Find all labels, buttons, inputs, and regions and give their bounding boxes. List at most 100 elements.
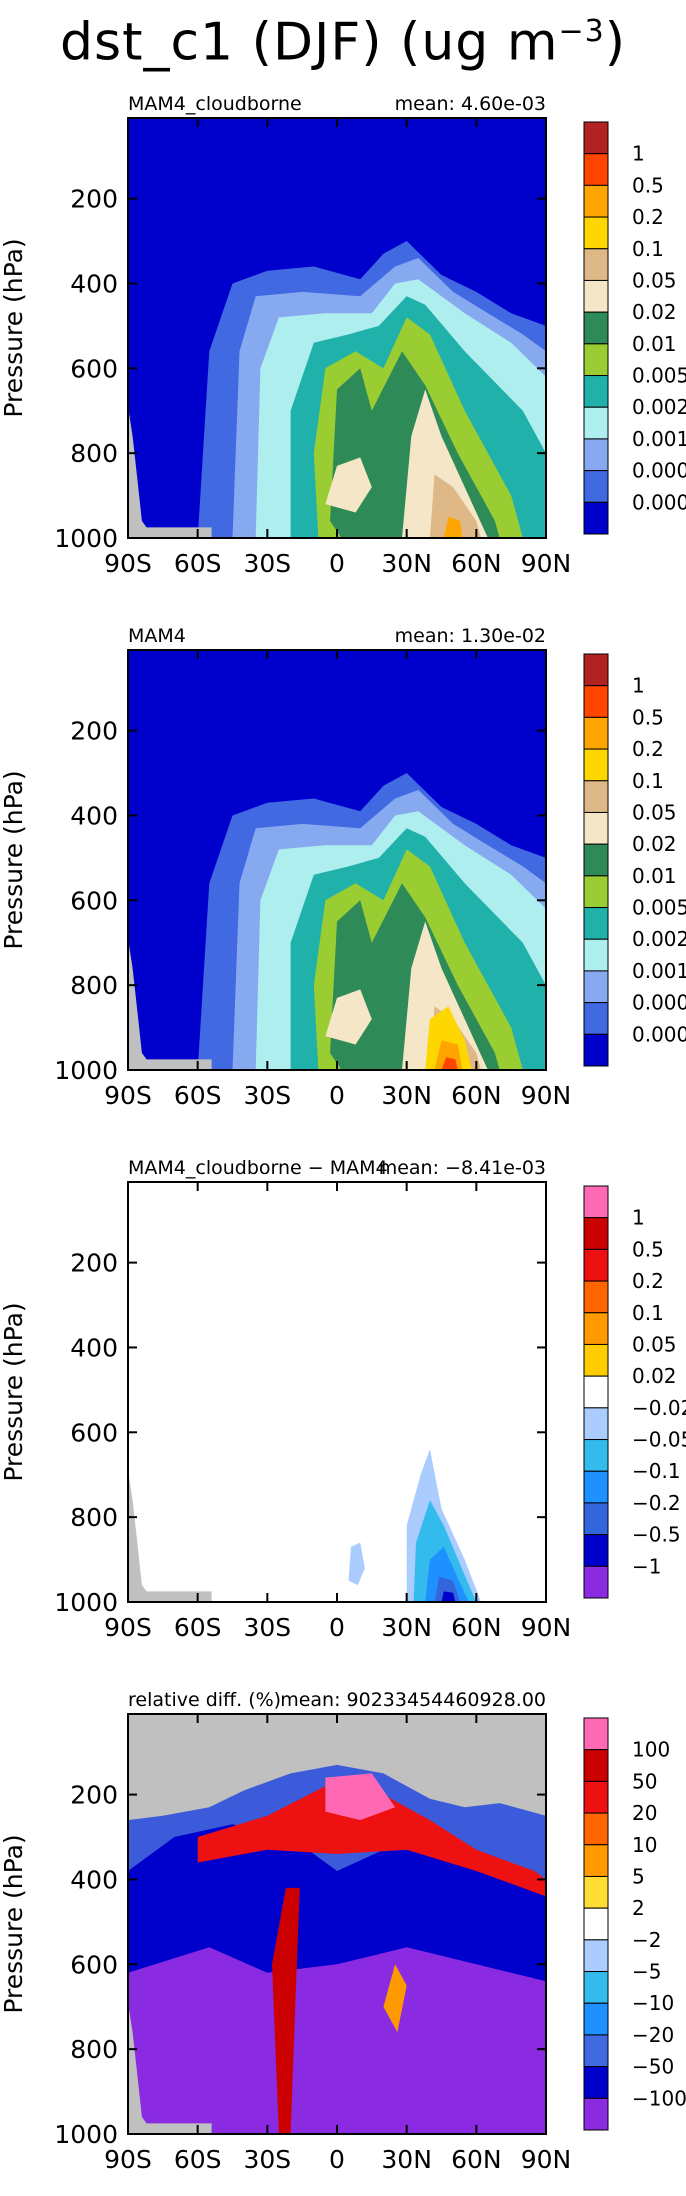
plot-area	[128, 118, 546, 538]
colorbar-label: 0.0002	[632, 1022, 686, 1046]
panel-title: relative diff. (%)	[128, 1689, 281, 1711]
plot-area	[128, 1182, 546, 1602]
colorbar-label: 0.002	[632, 395, 686, 419]
x-tick-label: 90S	[104, 549, 152, 578]
contour-0.05-b	[402, 921, 488, 1070]
colorbar-swatch	[583, 653, 609, 687]
x-tick-label: 90N	[521, 1081, 572, 1110]
panel-title: MAM4_cloudborne	[128, 93, 302, 115]
contour-1	[441, 1057, 458, 1070]
chart-svg-0: MAM4_cloudborne mean: 4.60e-03 200 400 600 80…	[0, 93, 686, 578]
mean-label: mean: 1.30e-02	[395, 625, 546, 647]
colorbar-swatch	[583, 2066, 609, 2099]
panel-title: MAM4_cloudborne − MAM4	[128, 1157, 388, 1179]
colorbar-label: 0.1	[632, 237, 664, 261]
terrain-mask	[128, 406, 212, 538]
colorbar-swatch	[583, 375, 609, 408]
colorbar-swatch	[583, 343, 609, 377]
colorbar-swatch	[583, 1780, 609, 1814]
colorbar-swatch	[583, 1185, 609, 1219]
colorbar-label: −1	[632, 1554, 661, 1578]
colorbar-swatch	[583, 1217, 609, 1250]
colorbar-label: 0.5	[632, 1237, 664, 1261]
colorbar-swatch	[583, 970, 609, 1004]
colorbar-label: 0.1	[632, 769, 664, 793]
y-axis-label: Pressure (hPa)	[0, 1834, 28, 2013]
rel-pos20	[197, 1786, 546, 1897]
panel-mam4: MAM4 mean: 1.30e-02 200 400 600 800 1000 90S 60S…	[0, 612, 686, 1132]
colorbar-label: 0.5	[632, 173, 664, 197]
colorbar-swatch	[583, 2097, 609, 2131]
colorbar-label: 0.0005	[632, 459, 686, 483]
colorbar-swatch	[583, 2002, 609, 2036]
colorbar-swatch	[583, 311, 609, 345]
colorbar-label: 0.002	[632, 927, 686, 951]
mean-label: mean: −8.41e-03	[379, 1157, 546, 1179]
colorbar-label: 0.02	[632, 1364, 677, 1388]
terrain-mask	[128, 938, 212, 1070]
colorbar-label: 0.001	[632, 427, 686, 451]
colorbar-swatch	[583, 1534, 609, 1567]
colorbar-swatch	[583, 438, 609, 472]
panel-relative-diff: relative diff. (%) mean: 90233454460928.0…	[0, 1676, 686, 2196]
colorbar-swatch	[583, 1971, 609, 2004]
x-tick-label: 90N	[521, 2145, 572, 2174]
colorbar-swatch	[583, 1875, 609, 1909]
y-tick-label: 1000	[54, 2120, 118, 2149]
colorbar-label: 0.005	[632, 364, 686, 388]
rel-pos100	[325, 1773, 396, 1821]
colorbar-label: 0.02	[632, 300, 677, 324]
rel-pos50	[272, 1887, 300, 2134]
panel-title: MAM4	[128, 625, 186, 647]
terrain-mask	[128, 2002, 212, 2134]
x-tick-label: 60N	[451, 549, 502, 578]
colorbar-label: 50	[632, 1769, 657, 1793]
colorbar-label: 2	[632, 1896, 645, 1920]
figure-title-text: dst_c1 (DJF) (ug m	[59, 12, 559, 73]
colorbar-label: 0.2	[632, 737, 664, 761]
x-tick-label: 90S	[104, 2145, 152, 2174]
colorbar-swatch	[583, 1565, 609, 1599]
x-tick-label: 60N	[451, 1613, 502, 1642]
x-tick-label: 90S	[104, 1613, 152, 1642]
colorbar-label: 0.05	[632, 1332, 677, 1356]
colorbar-label: 5	[632, 1864, 645, 1888]
colorbar-swatch	[583, 1248, 609, 1282]
y-tick-label: 1000	[54, 524, 118, 553]
colorbar-label: −2	[632, 1928, 661, 1952]
y-tick-label: 800	[70, 439, 118, 468]
y-tick-label: 400	[70, 269, 118, 298]
colorbar-swatch	[583, 216, 609, 250]
figure-title-exponent: −3	[558, 14, 605, 49]
colorbar-label: −5	[632, 1960, 661, 1984]
y-axis-label: Pressure (hPa)	[0, 1302, 28, 1481]
x-tick-label: 30N	[381, 1081, 432, 1110]
x-tick-label: 30N	[381, 549, 432, 578]
y-tick-label: 400	[70, 1333, 118, 1362]
colorbar-label: 1	[632, 142, 645, 166]
contour-0.05-a	[325, 457, 372, 513]
colorbar-label: 0.05	[632, 800, 677, 824]
colorbar-swatch	[583, 1907, 609, 1941]
y-tick-label: 600	[70, 886, 118, 915]
diff-small	[348, 1542, 365, 1585]
colorbar-label: −50	[632, 2055, 674, 2079]
colorbar-swatch	[583, 1033, 609, 1067]
x-tick-label: 60S	[174, 1081, 222, 1110]
colorbar-label: 0.001	[632, 959, 686, 983]
colorbar-label: −10	[632, 1991, 674, 2015]
colorbar-label: 1	[632, 674, 645, 698]
contour-0.2	[443, 516, 463, 538]
colorbar-swatch	[583, 153, 609, 186]
y-tick-label: 600	[70, 354, 118, 383]
diff-0.1	[425, 1546, 470, 1602]
y-tick-label: 800	[70, 1503, 118, 1532]
colorbar-swatch	[583, 501, 609, 535]
mean-label: mean: 4.60e-03	[395, 93, 546, 115]
x-tick-label: 0	[329, 2145, 345, 2174]
x-tick-label: 30S	[243, 549, 291, 578]
panel-difference: MAM4_cloudborne − MAM4 mean: −8.41e-03 200…	[0, 1144, 686, 1664]
colorbar-label: −100	[632, 2086, 686, 2110]
colorbar-label: −0.02	[632, 1396, 686, 1420]
